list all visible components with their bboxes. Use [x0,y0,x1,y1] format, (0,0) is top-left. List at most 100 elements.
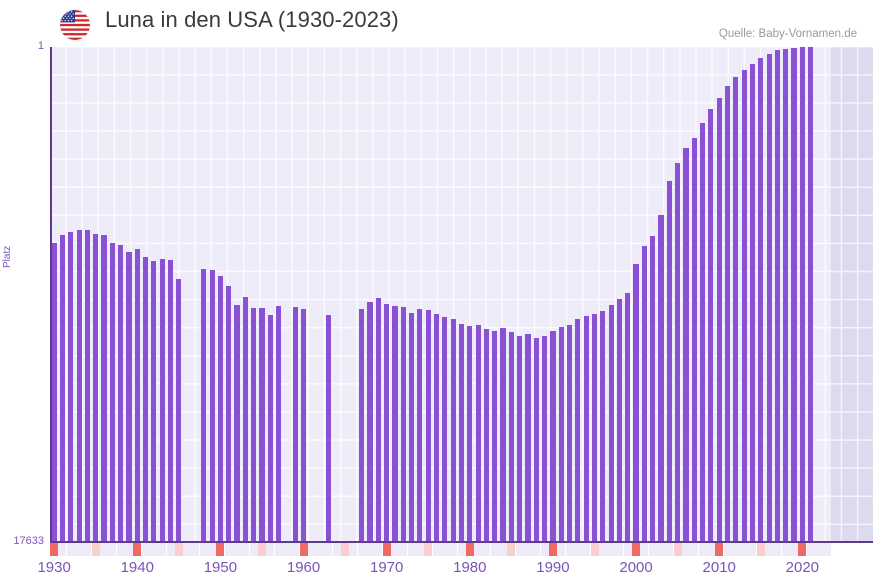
bar-1934[interactable] [84,230,90,542]
bar-2006[interactable] [683,147,689,542]
bar-1951[interactable] [226,285,232,542]
bar-1968[interactable] [367,301,373,542]
bar-1998[interactable] [616,298,622,542]
x-tick-1974 [415,543,424,556]
x-tick-1942 [149,543,158,556]
bar-1937[interactable] [109,242,115,542]
bar-2010[interactable] [716,98,722,542]
bar-1970[interactable] [384,304,390,542]
bar-2002[interactable] [650,236,656,542]
bar-1974[interactable] [417,308,423,542]
bar-1991[interactable] [558,327,564,542]
bar-1977[interactable] [442,316,448,542]
bar-1976[interactable] [433,314,440,542]
bar-2005[interactable] [675,162,681,542]
bar-1981[interactable] [475,325,481,542]
x-tick-1981 [474,543,483,556]
bar-1963[interactable] [325,315,332,542]
bar-1982[interactable] [483,329,489,542]
bar-1994[interactable] [583,316,589,542]
bar-1999[interactable] [625,292,631,542]
bar-1941[interactable] [143,256,149,542]
bar-1985[interactable] [508,331,514,542]
bar-1975[interactable] [425,310,431,542]
bar-1990[interactable] [550,331,556,542]
bar-1971[interactable] [392,306,398,542]
bar-1932[interactable] [68,232,74,542]
bar-2004[interactable] [666,180,672,542]
bar-1950[interactable] [217,275,223,542]
bar-1956[interactable] [267,314,273,542]
bar-1983[interactable] [492,331,498,542]
bar-2020[interactable] [799,47,805,542]
bar-1969[interactable] [375,298,381,542]
bar-1939[interactable] [126,252,132,542]
x-tick-1941 [141,543,150,556]
bar-1995[interactable] [591,313,598,542]
bar-2013[interactable] [741,70,747,542]
bar-1989[interactable] [542,335,548,542]
bar-1978[interactable] [450,319,456,542]
bar-1948[interactable] [201,268,207,542]
x-tick-1967 [357,543,366,556]
bar-2021[interactable] [808,47,814,542]
bar-1945[interactable] [176,279,182,542]
bar-2008[interactable] [700,123,706,542]
bar-2000[interactable] [633,264,639,542]
bar-2009[interactable] [708,109,714,542]
bar-1997[interactable] [608,305,614,542]
bar-1973[interactable] [409,312,415,542]
bar-1940[interactable] [134,248,140,542]
bar-1959[interactable] [292,307,298,542]
bar-1952[interactable] [234,304,240,542]
x-axis-label-1960: 1960 [286,559,321,576]
bar-2011[interactable] [724,85,731,542]
x-tick-1932 [66,543,75,556]
bar-1955[interactable] [259,307,265,542]
bar-1935[interactable] [93,233,99,542]
bar-1931[interactable] [59,235,66,542]
bar-1949[interactable] [209,269,215,542]
x-tick-1955 [257,543,266,556]
bar-1996[interactable] [600,310,606,542]
bar-1980[interactable] [467,325,473,542]
bar-1933[interactable] [76,230,82,542]
bar-2001[interactable] [641,246,647,542]
x-tick-1993 [573,543,582,556]
bar-1987[interactable] [525,334,531,542]
x-tick-1933 [75,543,84,556]
x-tick-1973 [407,543,416,556]
bar-1972[interactable] [400,307,406,542]
x-tick-1987 [524,543,532,556]
bar-2014[interactable] [749,63,756,542]
bar-2019[interactable] [791,47,797,542]
bar-1938[interactable] [118,244,124,542]
bar-2007[interactable] [691,137,697,542]
bar-2012[interactable] [733,76,739,542]
bar-2015[interactable] [758,57,764,542]
bar-1984[interactable] [500,328,506,542]
bar-1936[interactable] [101,235,107,542]
bar-1953[interactable] [242,296,248,542]
bar-2017[interactable] [774,50,780,542]
bar-1943[interactable] [159,258,165,542]
bar-2016[interactable] [766,53,772,542]
bar-1954[interactable] [251,307,257,542]
bar-2003[interactable] [658,215,664,542]
bar-1957[interactable] [276,305,282,542]
bar-1967[interactable] [359,308,365,542]
x-tick-1962 [316,543,325,556]
x-axis-label-1980: 1980 [453,559,487,576]
bar-1992[interactable] [566,325,573,542]
bar-1942[interactable] [151,261,157,542]
x-tick-1950 [216,543,225,556]
x-tick-1930 [50,543,59,556]
bar-1986[interactable] [517,335,523,542]
bar-1993[interactable] [575,319,581,542]
bar-1979[interactable] [458,323,465,542]
bar-1944[interactable] [167,259,174,542]
bar-1960[interactable] [300,308,307,542]
bar-1930[interactable] [51,242,57,542]
bar-1988[interactable] [533,338,539,542]
bar-2018[interactable] [783,48,789,542]
